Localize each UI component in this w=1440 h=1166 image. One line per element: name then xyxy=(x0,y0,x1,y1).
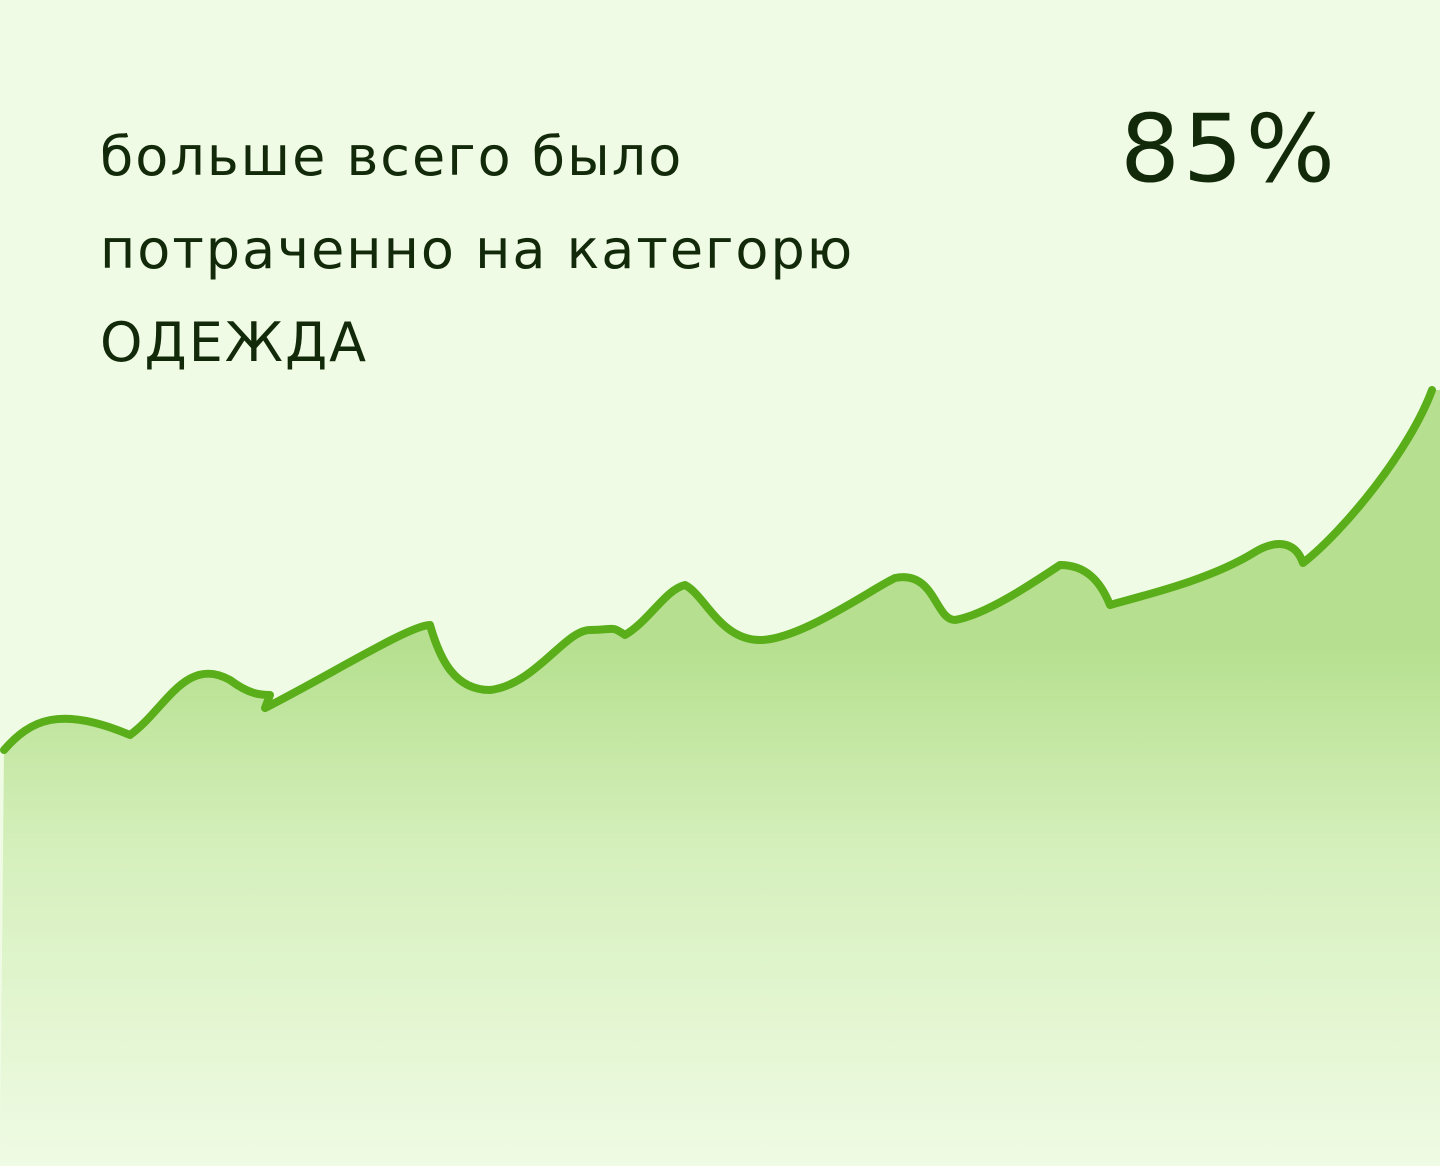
headline-line-1: больше всего было xyxy=(100,125,684,188)
headline-line-2: потраченно на категорю xyxy=(100,218,855,281)
trend-line xyxy=(0,386,1436,754)
trend-area xyxy=(0,390,1440,1166)
headline: больше всего было потраченно на категорю… xyxy=(100,110,960,389)
percent-value: 85% xyxy=(1120,95,1338,204)
category-name: ОДЕЖДА xyxy=(100,311,369,374)
